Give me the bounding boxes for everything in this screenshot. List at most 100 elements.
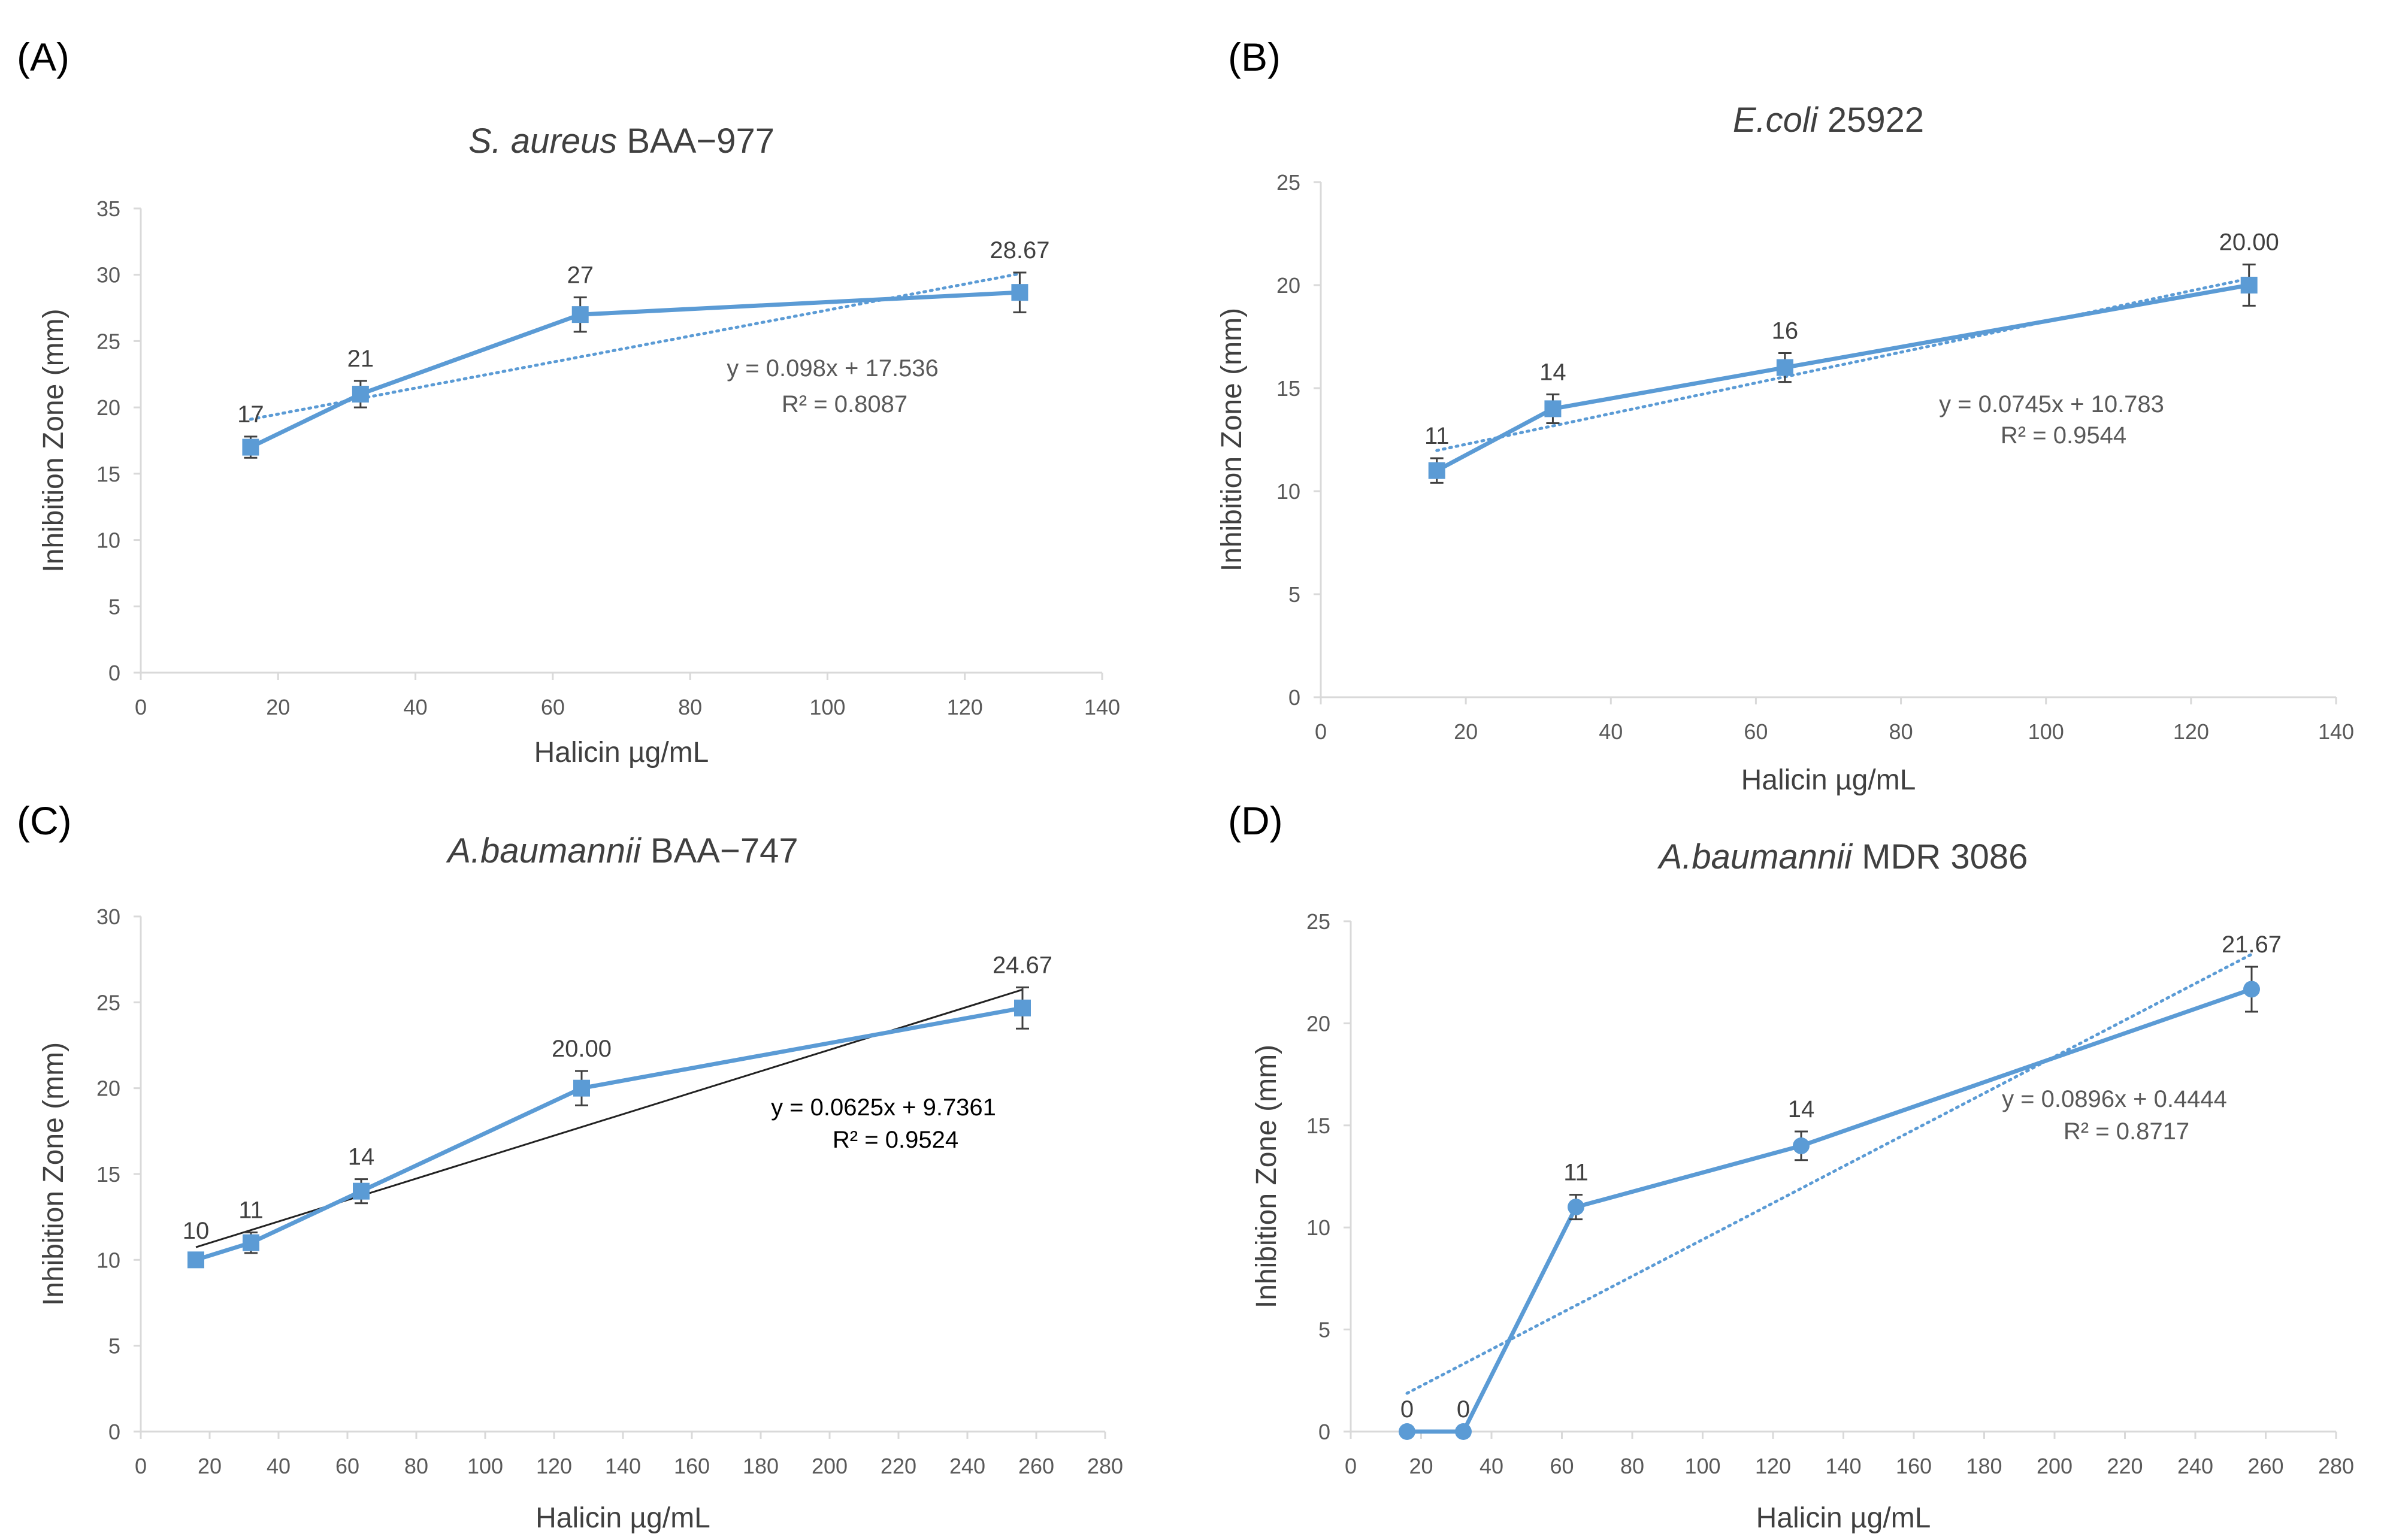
data-point xyxy=(243,1234,259,1251)
chart-title-italic: A.baumannii xyxy=(1657,837,1854,876)
y-axis-label: Inhibition Zone (mm) xyxy=(1251,1045,1282,1308)
y-axis-label: Inhibition Zone (mm) xyxy=(38,308,69,572)
data-label: 21.67 xyxy=(2222,931,2282,958)
y-tick-label: 5 xyxy=(108,1334,120,1359)
x-tick-label: 180 xyxy=(743,1454,779,1478)
x-tick-label: 100 xyxy=(467,1454,503,1478)
data-label: 14 xyxy=(1539,359,1566,385)
data-point xyxy=(571,306,589,323)
y-tick-label: 20 xyxy=(1306,1011,1330,1036)
x-tick-label: 0 xyxy=(135,1454,147,1478)
data-label: 24.67 xyxy=(993,952,1052,978)
y-tick-label: 0 xyxy=(1318,1420,1330,1444)
data-label: 11 xyxy=(1563,1160,1589,1186)
x-tick-label: 100 xyxy=(1684,1454,1720,1478)
y-tick-label: 30 xyxy=(96,263,120,288)
x-tick-label: 120 xyxy=(2173,719,2209,744)
x-tick-label: 40 xyxy=(1480,1454,1503,1478)
chart-title: S. aureus BAA−977 xyxy=(468,122,774,161)
x-tick-label: 240 xyxy=(949,1454,985,1478)
x-tick-label: 40 xyxy=(1599,719,1623,744)
trendline-equation: y = 0.098x + 17.536 xyxy=(727,355,939,382)
trendline-r2: R² = 0.8087 xyxy=(782,391,907,417)
chart-title-italic: S. aureus xyxy=(468,122,617,161)
y-tick-label: 25 xyxy=(96,329,120,353)
trendline xyxy=(1405,952,2253,1395)
x-tick-label: 20 xyxy=(198,1454,222,1478)
y-tick-label: 30 xyxy=(96,904,120,929)
chart-title-rest: BAA−747 xyxy=(641,831,798,870)
chart-panel-a: (A) S. aureus BAA−977 0 5 10 15 20 25 30 35 0 20 40 6… xyxy=(17,35,1120,769)
trendline-r2: R² = 0.9544 xyxy=(2001,422,2126,449)
data-point xyxy=(242,438,259,456)
x-tick-label: 40 xyxy=(267,1454,291,1478)
y-tick-label: 15 xyxy=(96,1162,120,1187)
x-axis-label: Halicin µg/mL xyxy=(534,737,709,769)
x-tick-label: 160 xyxy=(674,1454,710,1478)
series-line xyxy=(1407,987,2253,1434)
y-tick-label: 20 xyxy=(1276,273,1300,298)
y-tick-label: 20 xyxy=(96,395,120,420)
x-tick-label: 200 xyxy=(2037,1454,2073,1478)
y-tick-label: 10 xyxy=(96,1248,120,1272)
y-tick-label: 0 xyxy=(108,1420,120,1444)
x-tick-label: 180 xyxy=(1966,1454,2002,1478)
x-tick-label: 200 xyxy=(812,1454,848,1478)
x-tick-label: 160 xyxy=(1896,1454,1932,1478)
trendline-equation: y = 0.0896x + 0.4444 xyxy=(2002,1086,2227,1112)
y-tick-label: 25 xyxy=(1306,909,1330,934)
x-tick-label: 0 xyxy=(1345,1454,1357,1478)
x-axis-label: Halicin µg/mL xyxy=(1741,764,1916,796)
y-tick-label: 25 xyxy=(96,990,120,1015)
y-tick-label: 15 xyxy=(96,462,120,486)
y-tick-label: 10 xyxy=(1276,479,1300,504)
x-axis-label: Halicin µg/mL xyxy=(1756,1502,1931,1534)
y-tick-label: 15 xyxy=(1306,1114,1330,1138)
x-tick-label: 120 xyxy=(536,1454,572,1478)
x-tick-label: 120 xyxy=(947,695,983,719)
x-tick-label: 240 xyxy=(2177,1454,2213,1478)
x-tick-label: 100 xyxy=(809,695,845,719)
x-axis-label: Halicin µg/mL xyxy=(536,1502,710,1534)
x-tick-label: 280 xyxy=(2318,1454,2354,1478)
x-tick-label: 220 xyxy=(881,1454,916,1478)
chart-title: A.baumannii MDR 3086 xyxy=(1657,837,2028,876)
chart-title-italic: A.baumannii xyxy=(446,831,642,870)
x-tick-label: 140 xyxy=(2318,719,2354,744)
y-tick-label: 10 xyxy=(1306,1215,1330,1240)
series-line xyxy=(249,290,1020,449)
x-tick-label: 140 xyxy=(1084,695,1120,719)
x-tick-label: 280 xyxy=(1087,1454,1123,1478)
x-tick-label: 260 xyxy=(1018,1454,1054,1478)
x-tick-label: 60 xyxy=(1744,719,1768,744)
chart-title-italic: E.coli xyxy=(1733,101,1819,140)
y-tick-label: 20 xyxy=(96,1076,120,1101)
data-point xyxy=(352,386,369,403)
data-label: 11 xyxy=(1424,423,1450,449)
x-tick-label: 260 xyxy=(2247,1454,2283,1478)
trendline-r2: R² = 0.8717 xyxy=(2064,1118,2189,1145)
data-label: 0 xyxy=(1400,1396,1414,1423)
data-label: 16 xyxy=(1772,318,1799,344)
y-tick-label: 5 xyxy=(1318,1318,1330,1342)
chart-title: A.baumannii BAA−747 xyxy=(446,831,798,870)
data-label: 27 xyxy=(567,262,594,288)
data-label: 14 xyxy=(348,1144,375,1170)
data-point xyxy=(1793,1137,1810,1154)
data-point xyxy=(1014,999,1031,1016)
y-tick-label: 0 xyxy=(108,661,120,685)
y-tick-label: 10 xyxy=(96,528,120,553)
x-tick-label: 40 xyxy=(404,695,428,719)
data-label: 28.67 xyxy=(990,237,1049,264)
x-tick-label: 20 xyxy=(1409,1454,1433,1478)
x-tick-label: 20 xyxy=(1454,719,1478,744)
panel-label: (B) xyxy=(1228,35,1281,79)
y-tick-label: 5 xyxy=(1288,582,1300,607)
x-tick-label: 120 xyxy=(1755,1454,1791,1478)
y-axis-label: Inhibition Zone (mm) xyxy=(38,1042,69,1306)
y-tick-label: 15 xyxy=(1276,376,1300,401)
data-point xyxy=(2240,277,2258,294)
data-point xyxy=(1568,1199,1584,1216)
data-point xyxy=(353,1182,370,1200)
x-tick-label: 140 xyxy=(1825,1454,1861,1478)
